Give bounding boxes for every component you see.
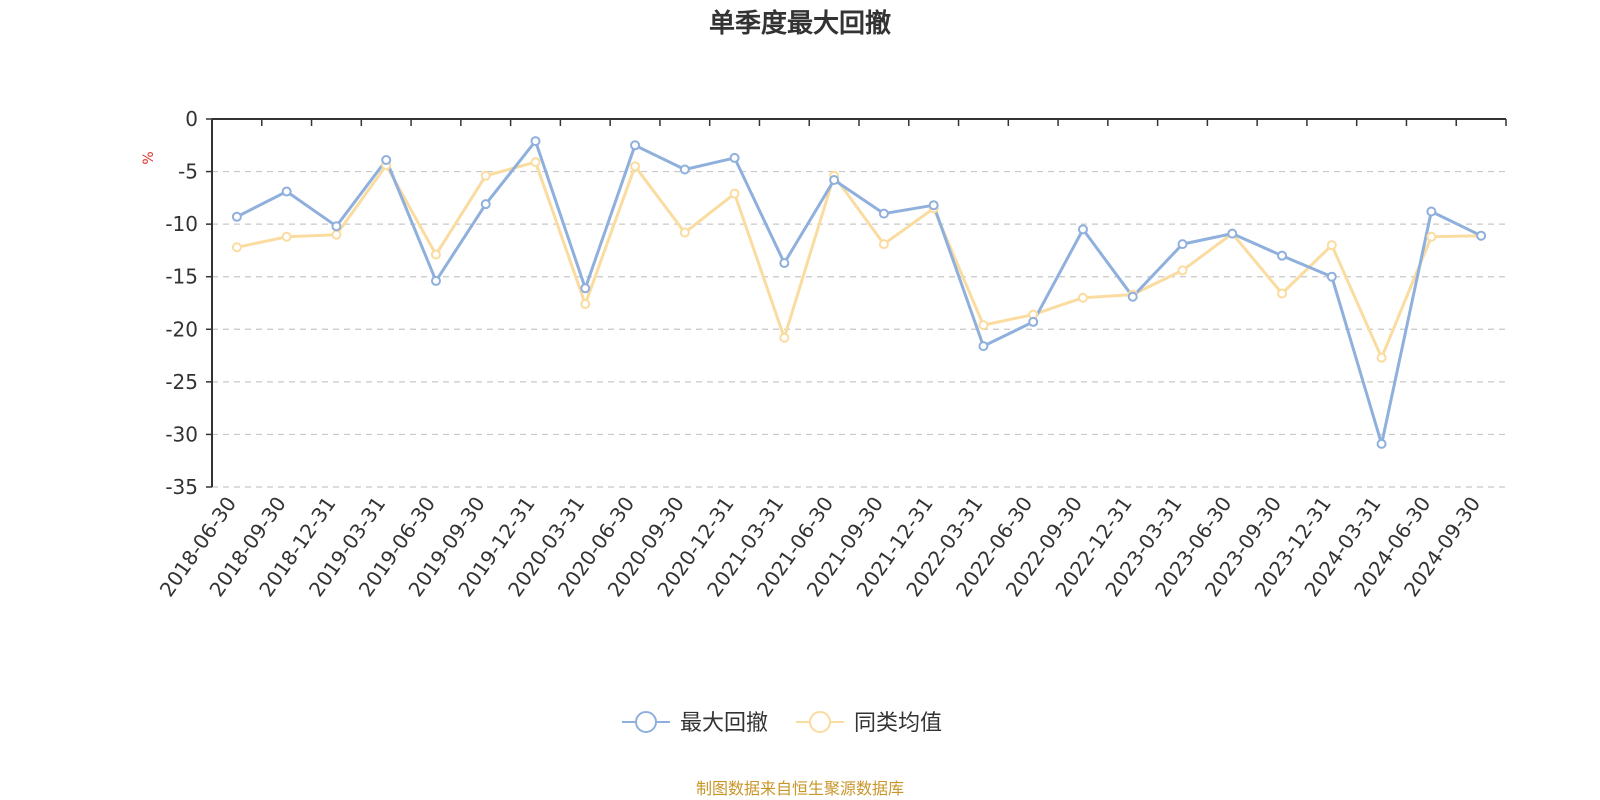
legend-item-1[interactable]: 同类均值 [796, 711, 942, 736]
data-point-0[interactable] [1426, 206, 1437, 217]
data-point-1[interactable] [430, 249, 441, 260]
data-source-note: 制图数据来自恒生聚源数据库 [696, 779, 904, 798]
data-point-0[interactable] [480, 199, 491, 210]
data-point-1[interactable] [530, 157, 541, 168]
data-point-1[interactable] [1376, 352, 1387, 363]
y-tick-label: -5 [178, 160, 198, 184]
data-point-0[interactable] [978, 341, 989, 352]
data-point-0[interactable] [1376, 438, 1387, 449]
data-point-1[interactable] [978, 320, 989, 331]
data-point-0[interactable] [381, 155, 392, 166]
data-point-0[interactable] [829, 174, 840, 185]
legend-label: 同类均值 [854, 711, 942, 736]
y-tick-label: -30 [165, 422, 198, 446]
y-tick-label: -15 [165, 265, 198, 289]
legend-item-0[interactable]: 最大回撤 [622, 711, 768, 736]
data-point-1[interactable] [580, 299, 591, 310]
data-point-1[interactable] [878, 239, 889, 250]
y-tick-label: -25 [165, 370, 198, 394]
data-point-1[interactable] [729, 188, 740, 199]
data-point-0[interactable] [1476, 230, 1487, 241]
data-point-0[interactable] [1127, 291, 1138, 302]
chart-title: 单季度最大回撤 [709, 8, 891, 39]
data-point-0[interactable] [1227, 228, 1238, 239]
data-point-1[interactable] [1326, 240, 1337, 251]
y-tick-label: -10 [165, 212, 198, 236]
legend-circle-icon [635, 711, 657, 733]
data-point-0[interactable] [430, 275, 441, 286]
data-point-1[interactable] [480, 170, 491, 181]
data-point-1[interactable] [1426, 231, 1437, 242]
data-point-0[interactable] [281, 186, 292, 197]
data-point-1[interactable] [1277, 288, 1288, 299]
y-tick-label: -20 [165, 317, 198, 341]
data-point-0[interactable] [928, 200, 939, 211]
data-point-0[interactable] [1277, 250, 1288, 261]
data-point-1[interactable] [679, 227, 690, 238]
data-point-0[interactable] [1077, 224, 1088, 235]
legend-circle-icon [809, 711, 831, 733]
y-axis-unit: % [141, 151, 157, 164]
series-line-1 [236, 160, 1482, 360]
data-point-0[interactable] [1028, 316, 1039, 327]
data-point-1[interactable] [231, 242, 242, 253]
y-tick-label: 0 [185, 107, 198, 131]
data-point-1[interactable] [1177, 265, 1188, 276]
data-point-0[interactable] [679, 164, 690, 175]
data-point-1[interactable] [630, 161, 641, 172]
series-layer [231, 136, 1487, 449]
data-point-0[interactable] [231, 211, 242, 222]
data-point-0[interactable] [1177, 239, 1188, 250]
data-point-1[interactable] [281, 231, 292, 242]
data-point-0[interactable] [1326, 271, 1337, 282]
data-point-0[interactable] [779, 258, 790, 269]
legend-label: 最大回撤 [680, 711, 768, 736]
data-point-1[interactable] [779, 332, 790, 343]
data-point-0[interactable] [630, 140, 641, 151]
series-line-0 [236, 139, 1482, 446]
data-point-0[interactable] [580, 283, 591, 294]
y-tick-label: -35 [165, 475, 198, 499]
data-point-1[interactable] [331, 229, 342, 240]
legend[interactable]: 最大回撤 同类均值 [622, 711, 942, 736]
data-point-1[interactable] [1077, 292, 1088, 303]
data-point-0[interactable] [878, 208, 889, 219]
data-point-0[interactable] [530, 136, 541, 147]
grid-layer [212, 170, 1506, 488]
data-point-0[interactable] [331, 221, 342, 232]
data-point-0[interactable] [729, 152, 740, 163]
